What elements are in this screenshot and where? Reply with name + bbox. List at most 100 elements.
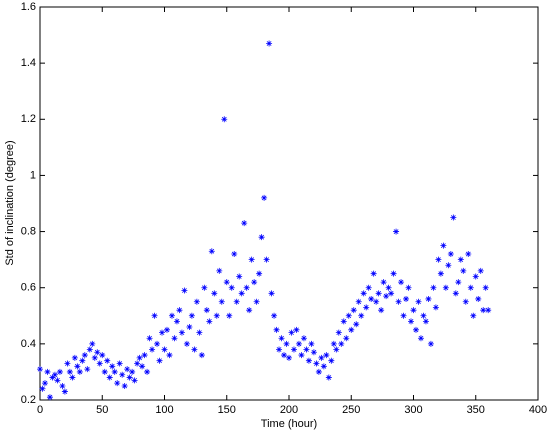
data-point	[96, 360, 103, 367]
data-point	[66, 368, 73, 375]
data-point	[41, 380, 48, 387]
data-point	[442, 284, 449, 291]
data-point	[365, 284, 372, 291]
data-point	[151, 312, 158, 319]
data-point	[435, 256, 442, 263]
data-point	[253, 298, 260, 305]
y-tick-label: 1.6	[21, 1, 36, 13]
data-point	[163, 326, 170, 333]
data-point	[345, 312, 352, 319]
data-point	[111, 368, 118, 375]
data-point	[390, 270, 397, 277]
data-point	[281, 352, 288, 359]
data-point	[462, 298, 469, 305]
data-point	[437, 270, 444, 277]
data-point	[425, 295, 432, 302]
x-tick-label: 250	[342, 404, 360, 416]
data-point	[330, 340, 337, 347]
data-point	[440, 242, 447, 249]
data-point	[338, 340, 345, 347]
data-point	[348, 326, 355, 333]
data-point	[452, 290, 459, 297]
data-point	[340, 318, 347, 325]
data-point	[44, 368, 51, 375]
x-axis-label: Time (hour)	[261, 418, 317, 430]
data-point	[405, 284, 412, 291]
data-point	[313, 360, 320, 367]
data-point	[173, 318, 180, 325]
data-point	[203, 307, 210, 314]
data-point	[455, 279, 462, 286]
data-point	[385, 284, 392, 291]
data-point	[303, 346, 310, 353]
data-point	[350, 307, 357, 314]
data-point	[76, 368, 83, 375]
data-point	[475, 295, 482, 302]
data-point	[343, 335, 350, 342]
data-point	[360, 290, 367, 297]
data-point	[39, 385, 46, 392]
x-tick-label: 0	[37, 404, 43, 416]
data-point	[395, 298, 402, 305]
y-tick-label: 0.4	[21, 338, 36, 350]
data-point	[373, 298, 380, 305]
data-point	[328, 357, 335, 364]
data-point	[427, 340, 434, 347]
data-point	[124, 366, 131, 373]
data-point	[482, 284, 489, 291]
data-point	[308, 340, 315, 347]
data-point	[201, 284, 208, 291]
data-point	[480, 307, 487, 314]
data-point	[388, 290, 395, 297]
data-point	[238, 290, 245, 297]
data-point	[460, 267, 467, 274]
data-point	[156, 357, 163, 364]
data-point	[286, 354, 292, 361]
data-point	[241, 220, 248, 227]
data-point	[256, 270, 263, 277]
data-point	[420, 312, 427, 319]
data-point	[467, 284, 474, 291]
y-tick-label: 0.8	[21, 225, 36, 237]
data-point	[56, 368, 63, 375]
data-point	[81, 352, 88, 359]
data-point	[268, 290, 275, 297]
data-point	[84, 366, 91, 373]
data-point	[288, 329, 295, 336]
data-point	[233, 298, 240, 305]
data-point	[149, 346, 156, 353]
data-point	[139, 363, 146, 370]
plot-frame	[39, 6, 539, 401]
data-point	[378, 307, 385, 314]
data-point	[248, 256, 255, 263]
data-point	[49, 374, 56, 381]
y-tick-label: 1	[30, 169, 36, 181]
data-point	[99, 352, 106, 359]
data-point	[318, 354, 325, 361]
data-point	[213, 312, 220, 319]
data-point	[193, 298, 200, 305]
data-point	[363, 304, 370, 311]
data-point	[104, 357, 111, 364]
data-point	[166, 352, 173, 359]
data-point	[191, 346, 198, 353]
data-point	[146, 335, 153, 342]
x-tick-label: 50	[96, 404, 108, 416]
y-tick-label: 1.4	[21, 57, 36, 69]
y-tick-label: 0.2	[21, 394, 36, 406]
data-point	[136, 354, 143, 361]
y-tick-label: 0.6	[21, 282, 36, 294]
data-point	[408, 318, 415, 325]
data-point	[216, 267, 223, 274]
data-point	[457, 256, 464, 263]
data-point	[398, 279, 405, 286]
x-tick-label: 200	[280, 404, 298, 416]
data-point	[263, 256, 270, 263]
data-point	[116, 360, 123, 367]
data-point	[54, 377, 61, 384]
data-point	[278, 335, 285, 342]
data-point	[325, 374, 332, 381]
data-point	[181, 287, 188, 294]
data-point	[171, 335, 178, 342]
